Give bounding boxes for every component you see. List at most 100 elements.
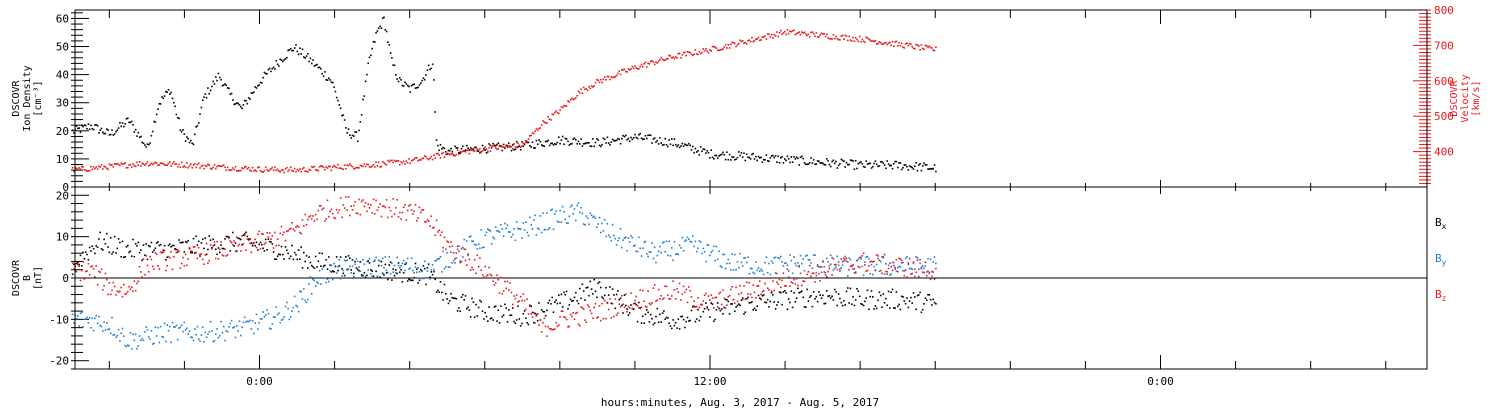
b-series-By-point xyxy=(258,322,260,324)
b-series-Bx-point xyxy=(351,259,354,261)
velocity-series-point xyxy=(225,169,228,171)
b-series-By-point xyxy=(630,234,632,237)
b-series-Bx-point xyxy=(278,253,280,256)
b-series-By-point xyxy=(116,334,119,337)
b-series-Bz-point xyxy=(201,258,204,261)
b-series-Bz-point xyxy=(326,199,329,202)
density-series-point xyxy=(540,144,543,146)
velocity-series-point xyxy=(242,168,245,170)
b-series-Bz-point xyxy=(289,227,292,230)
density-series-point xyxy=(588,142,590,144)
density-series-point xyxy=(314,64,317,66)
b-series-By-point xyxy=(124,344,126,347)
b-series-Bz-point xyxy=(664,285,666,287)
b-series-Bz-point xyxy=(395,207,397,209)
density-series-point xyxy=(335,96,338,99)
b-series-Bx-point xyxy=(567,307,569,310)
density-series-point xyxy=(935,170,937,173)
b-series-Bz-point xyxy=(275,244,278,247)
b-series-By-point xyxy=(458,245,460,248)
velocity-series-point xyxy=(337,163,339,166)
b-series-Bz-point xyxy=(479,257,481,259)
b-series-Bz-point xyxy=(500,276,502,279)
b-series-Bz-point xyxy=(916,259,919,261)
b-series-By-point xyxy=(568,215,571,218)
velocity-series-point xyxy=(83,168,86,171)
density-series-point xyxy=(719,154,722,156)
velocity-series-point xyxy=(286,166,288,169)
b-series-Bz-point xyxy=(630,292,632,294)
density-series-point xyxy=(316,63,318,66)
b-series-Bx-point xyxy=(531,311,534,314)
b-series-By-point xyxy=(748,272,751,275)
velocity-series-point xyxy=(274,166,276,168)
velocity-series-point xyxy=(392,161,394,164)
b-series-Bx-point xyxy=(705,302,707,304)
b-series-Bx-point xyxy=(188,247,191,250)
density-series-point xyxy=(879,161,882,163)
b-series-Bx-point xyxy=(837,293,840,295)
b-series-Bz-point xyxy=(715,296,718,299)
velocity-series-point xyxy=(669,55,672,57)
b-series-Bx-point xyxy=(173,244,175,247)
velocity-series-point xyxy=(377,161,380,164)
b-series-Bz-point xyxy=(818,272,820,275)
density-series-point xyxy=(410,84,413,87)
b-series-By-point xyxy=(886,270,888,273)
velocity-series-point xyxy=(903,47,906,49)
b-series-Bx-point xyxy=(183,251,186,253)
b-series-Bz-point xyxy=(643,300,645,302)
b-series-Bx-point xyxy=(289,255,292,258)
density-series-point xyxy=(128,121,130,124)
b-series-By-point xyxy=(894,268,896,270)
b-series-Bz-point xyxy=(843,257,845,259)
density-series-point xyxy=(569,143,572,145)
density-series-point xyxy=(765,154,768,156)
b-series-Bz-point xyxy=(157,265,159,267)
velocity-series-point xyxy=(586,89,589,92)
density-series-point xyxy=(347,128,350,130)
velocity-series-point xyxy=(509,145,511,147)
b-series-By-point xyxy=(862,274,865,276)
b-series-Bz-point xyxy=(692,305,694,307)
velocity-series-point xyxy=(345,167,347,170)
b-series-Bz-point xyxy=(822,260,824,262)
density-series-point xyxy=(659,137,661,139)
velocity-series-point xyxy=(483,149,485,151)
b-series-Bz-point xyxy=(377,206,380,209)
b-series-Bz-point xyxy=(862,252,865,255)
density-series-point xyxy=(890,164,892,167)
density-series-point xyxy=(734,158,736,161)
velocity-series-point xyxy=(678,52,681,54)
density-series-point xyxy=(690,149,693,151)
velocity-series-point xyxy=(538,127,540,130)
velocity-series-point xyxy=(806,34,808,37)
b-series-Bx-point xyxy=(699,315,702,318)
density-series-point xyxy=(551,142,553,145)
density-series-point xyxy=(388,44,391,46)
b-series-Bx-point xyxy=(808,296,811,299)
density-series-point xyxy=(872,165,874,168)
b-series-Bx-point xyxy=(828,295,831,297)
density-series-point xyxy=(682,145,685,147)
b-series-By-point xyxy=(375,256,377,259)
b-series-By-point xyxy=(919,262,921,265)
density-series-point xyxy=(576,143,578,145)
b-series-By-point xyxy=(680,247,682,249)
density-series-point xyxy=(518,145,521,148)
b-series-Bz-point xyxy=(512,303,514,306)
b-series-Bz-point xyxy=(232,244,234,246)
density-series-point xyxy=(735,158,737,161)
b-series-By-point xyxy=(575,219,577,222)
b-series-By-point xyxy=(596,226,598,229)
density-series-point xyxy=(506,146,509,148)
velocity-series-point xyxy=(857,40,860,43)
velocity-series-point xyxy=(668,54,670,57)
b-series-By-point xyxy=(274,316,276,318)
velocity-series-point xyxy=(284,168,287,170)
density-series-point xyxy=(431,63,434,66)
b-series-Bz-point xyxy=(434,234,436,237)
density-series-point xyxy=(889,164,891,167)
b-series-By-point xyxy=(343,259,346,261)
b-series-By-point xyxy=(505,227,507,230)
